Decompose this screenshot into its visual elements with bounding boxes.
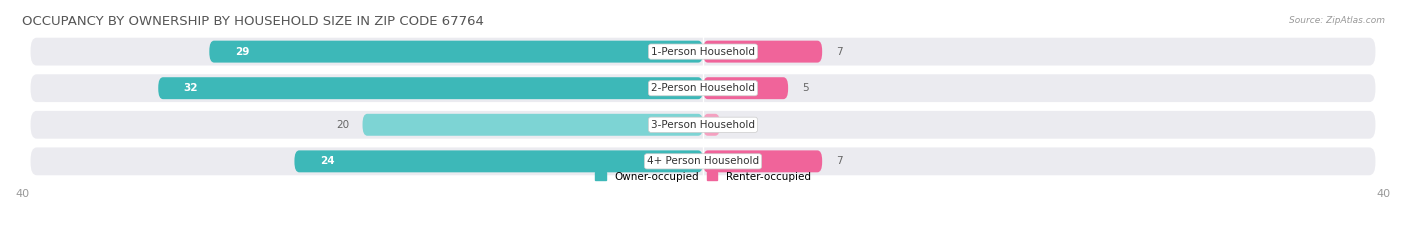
FancyBboxPatch shape <box>31 147 1375 175</box>
Text: OCCUPANCY BY OWNERSHIP BY HOUSEHOLD SIZE IN ZIP CODE 67764: OCCUPANCY BY OWNERSHIP BY HOUSEHOLD SIZE… <box>22 15 484 28</box>
FancyBboxPatch shape <box>703 150 823 172</box>
Text: 3-Person Household: 3-Person Household <box>651 120 755 130</box>
Text: 32: 32 <box>184 83 198 93</box>
Text: Source: ZipAtlas.com: Source: ZipAtlas.com <box>1289 16 1385 25</box>
Text: 29: 29 <box>235 47 249 57</box>
Text: 7: 7 <box>835 47 842 57</box>
Text: 5: 5 <box>801 83 808 93</box>
Text: 1: 1 <box>734 120 741 130</box>
FancyBboxPatch shape <box>31 111 1375 139</box>
FancyBboxPatch shape <box>703 77 789 99</box>
Legend: Owner-occupied, Renter-occupied: Owner-occupied, Renter-occupied <box>591 168 815 186</box>
Text: 20: 20 <box>336 120 349 130</box>
Text: 24: 24 <box>321 156 335 166</box>
Text: 4+ Person Household: 4+ Person Household <box>647 156 759 166</box>
FancyBboxPatch shape <box>209 41 703 63</box>
Text: 1-Person Household: 1-Person Household <box>651 47 755 57</box>
Text: 2-Person Household: 2-Person Household <box>651 83 755 93</box>
Text: 7: 7 <box>835 156 842 166</box>
FancyBboxPatch shape <box>31 74 1375 102</box>
FancyBboxPatch shape <box>31 38 1375 65</box>
FancyBboxPatch shape <box>703 114 720 136</box>
FancyBboxPatch shape <box>159 77 703 99</box>
FancyBboxPatch shape <box>363 114 703 136</box>
FancyBboxPatch shape <box>294 150 703 172</box>
FancyBboxPatch shape <box>703 41 823 63</box>
